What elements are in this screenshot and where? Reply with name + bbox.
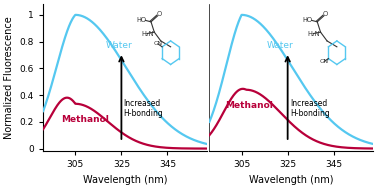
Text: H₂N: H₂N [308,31,320,37]
Text: Water: Water [267,41,294,50]
Text: Methanol: Methanol [61,115,109,124]
Text: O: O [323,12,328,17]
Text: H₂N: H₂N [141,31,154,37]
Text: HO: HO [303,17,313,23]
Text: Increased
H-bonding: Increased H-bonding [124,99,164,118]
Text: CN: CN [320,59,329,64]
X-axis label: Wavelength (nm): Wavelength (nm) [83,175,167,185]
Text: O: O [156,12,162,17]
Y-axis label: Normalized Fluorescence: Normalized Fluorescence [4,16,14,139]
Text: Methanol: Methanol [225,101,273,110]
Text: Increased
H-bonding: Increased H-bonding [290,99,330,118]
Text: Water: Water [105,41,132,50]
Text: HO: HO [136,17,146,23]
Text: CN: CN [153,41,162,46]
X-axis label: Wavelength (nm): Wavelength (nm) [249,175,333,185]
